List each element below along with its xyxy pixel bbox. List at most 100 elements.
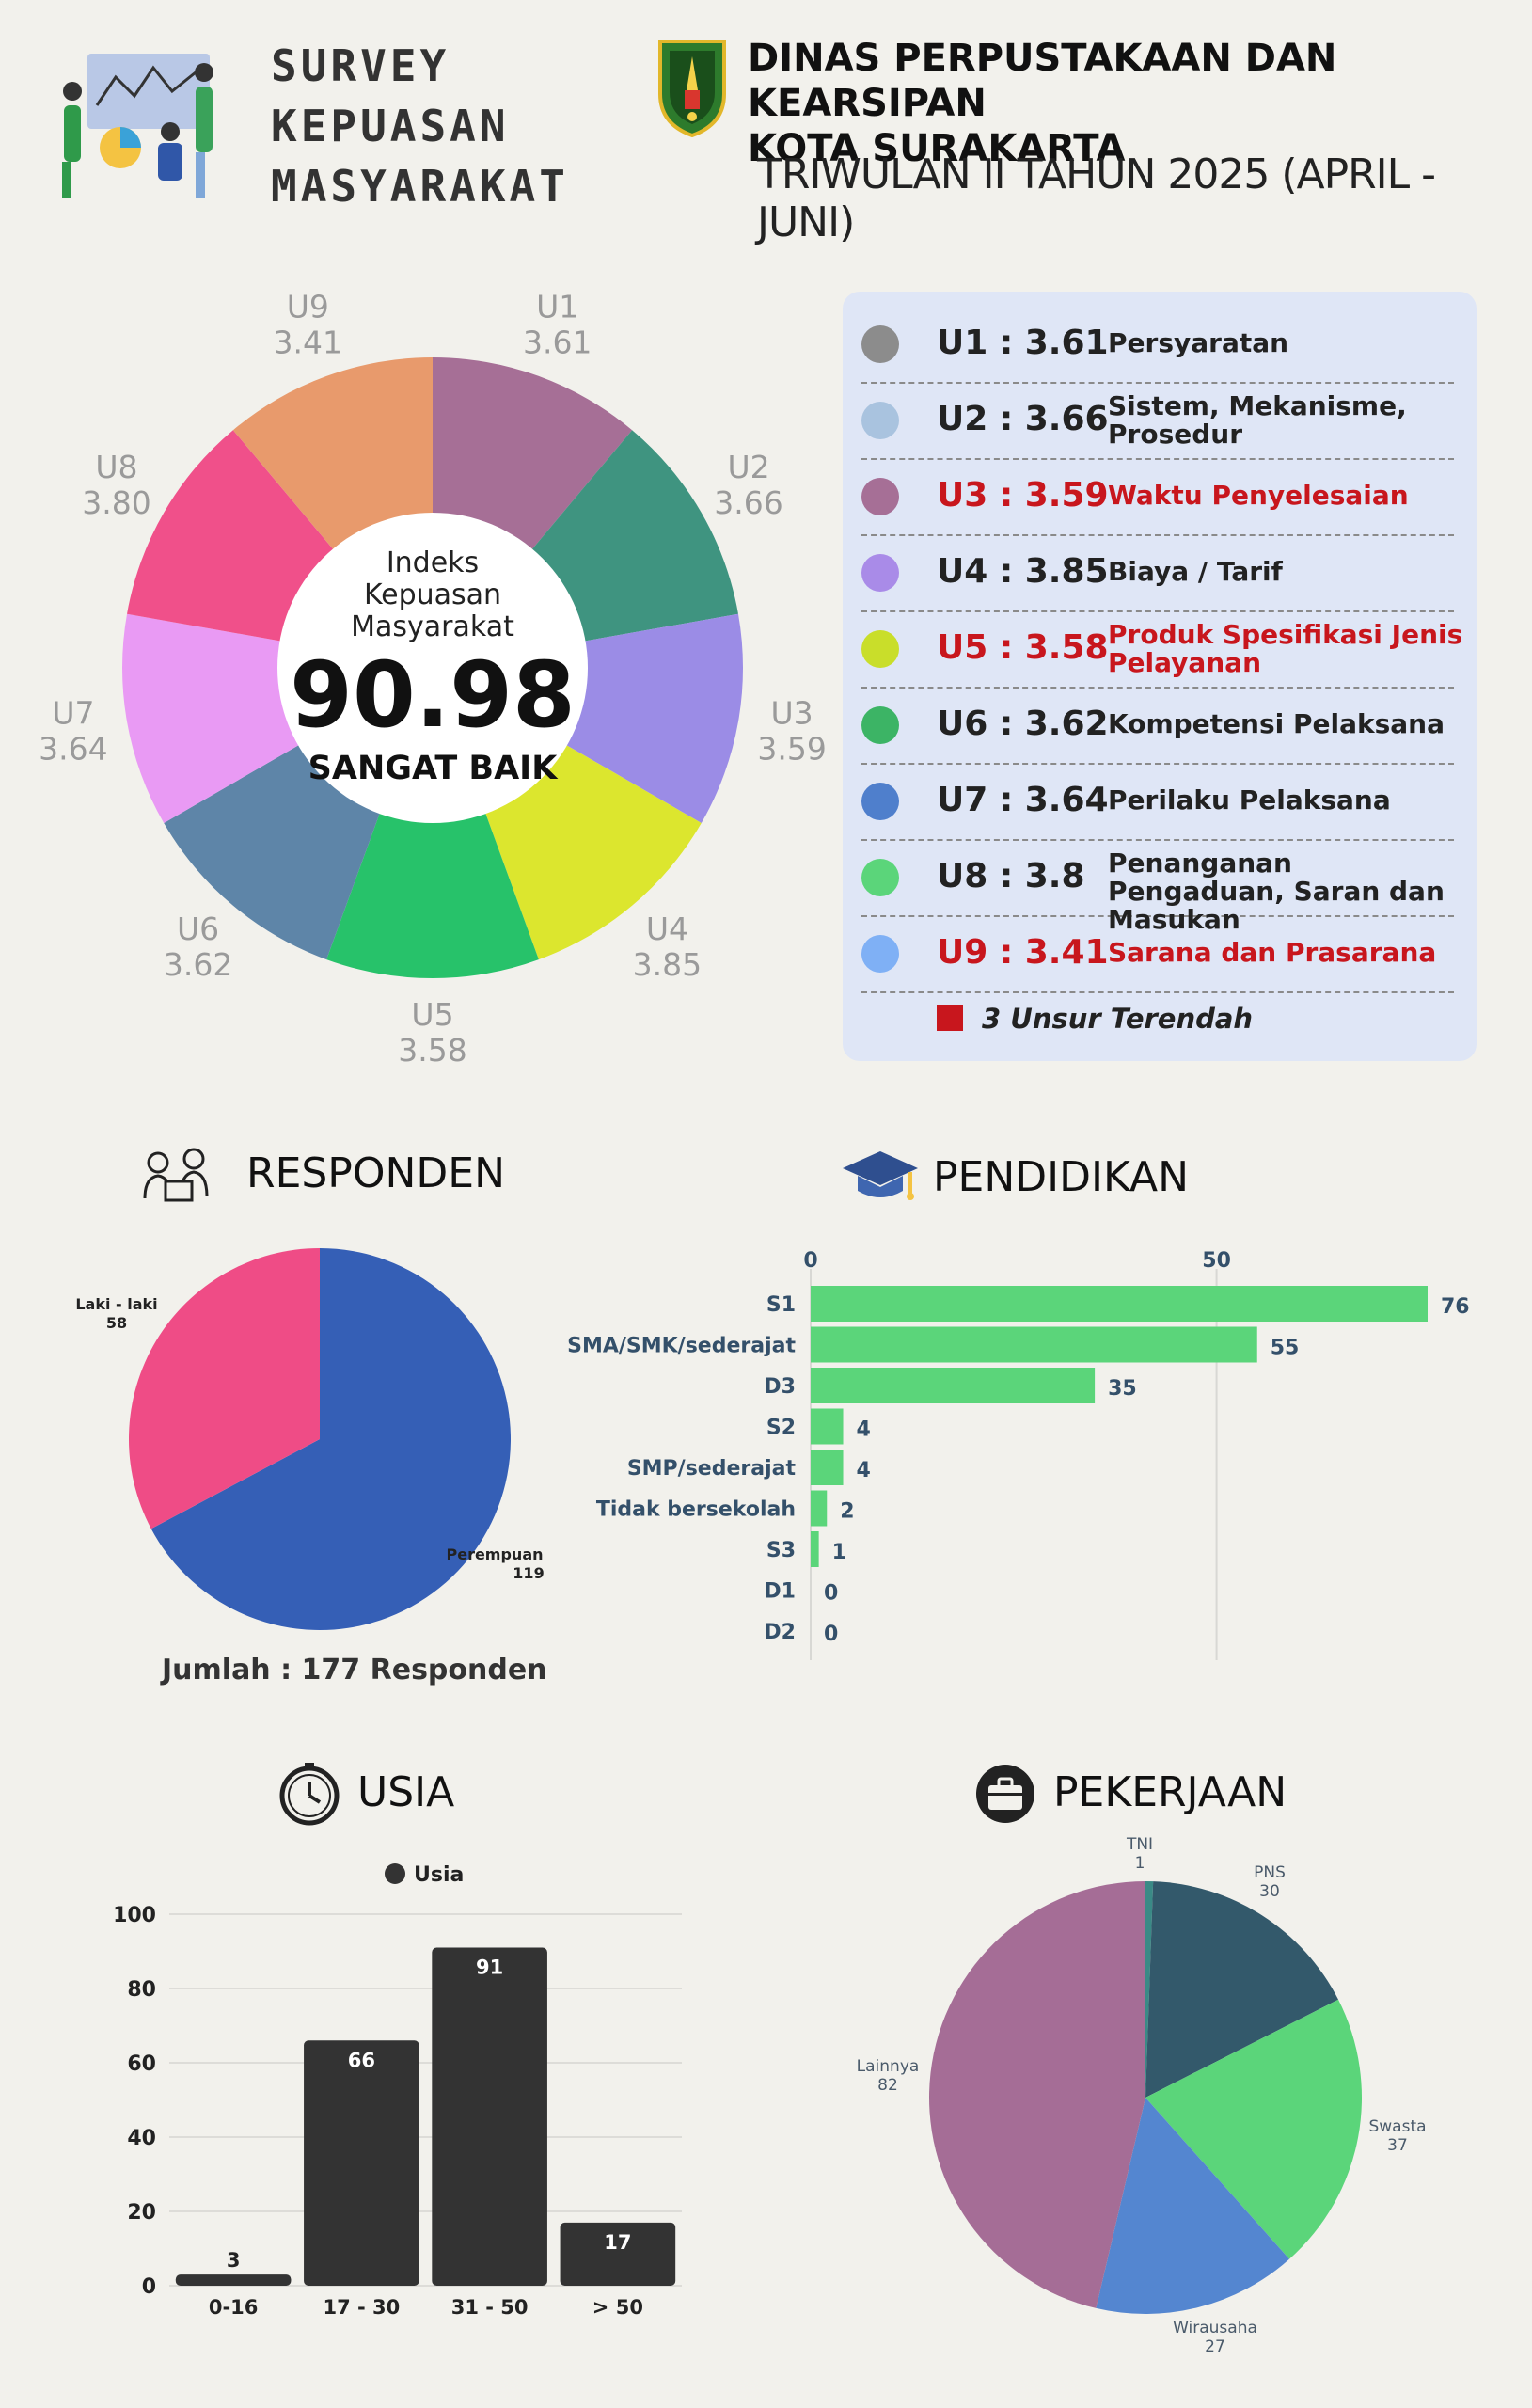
edu-value-label: 4 xyxy=(857,1459,871,1482)
edu-value-label: 35 xyxy=(1108,1377,1137,1401)
pendidikan-title: PENDIDIKAN xyxy=(933,1153,1190,1201)
edu-category-label: S1 xyxy=(766,1293,796,1317)
gender-slice xyxy=(150,1248,511,1630)
edu-value-label: 76 xyxy=(1441,1295,1470,1319)
survey-period: TRIWULAN II TAHUN 2025 (APRIL - JUNI) xyxy=(757,150,1436,246)
title-line-2: KEPUASAN xyxy=(271,101,510,151)
responden-title: RESPONDEN xyxy=(246,1149,505,1197)
age-category-label: 17 - 30 xyxy=(323,2296,400,2319)
age-tick-label: 40 xyxy=(127,2127,156,2150)
donut-label-value: 3.61 xyxy=(523,324,592,360)
edu-category-label: S2 xyxy=(766,1417,796,1440)
edu-value-label: 0 xyxy=(824,1623,838,1646)
age-category-label: > 50 xyxy=(592,2296,643,2319)
age-bar xyxy=(175,2274,292,2286)
legend-row-u6: U6 : 3.62 Kompetensi Pelaksana xyxy=(861,688,1454,765)
survey-illustration xyxy=(62,54,213,198)
age-tick-label: 100 xyxy=(113,1904,156,1927)
title-line-1: SURVEY xyxy=(271,40,450,91)
legend-row-u7: U7 : 3.64 Perilaku Pelaksana xyxy=(861,764,1454,841)
occupation-slice xyxy=(1096,2098,1289,2314)
index-label-line: Masyarakat xyxy=(351,610,514,643)
legend-label: Kompetensi Pelaksana xyxy=(1108,708,1445,739)
legend-value: U3 : 3.59 xyxy=(937,476,1109,515)
legend-color-dot xyxy=(861,630,899,668)
occupation-label-value: 27 xyxy=(1205,2337,1225,2356)
index-label-line: Indeks xyxy=(387,547,479,579)
legend-value: U2 : 3.66 xyxy=(937,400,1109,438)
occupation-label-name: Wirausaha xyxy=(1173,2319,1257,2337)
age-value-label: 91 xyxy=(476,1956,503,1979)
legend-value: U1 : 3.61 xyxy=(937,324,1109,362)
survey-title: SURVEY KEPUASAN MASYARAKAT xyxy=(271,36,569,216)
occupation-label-name: Swasta xyxy=(1368,2117,1426,2136)
donut-label-value: 3.58 xyxy=(398,1032,466,1069)
age-tick-label: 0 xyxy=(142,2275,156,2299)
age-tick-label: 60 xyxy=(127,2052,156,2076)
edu-category-label: Tidak bersekolah xyxy=(596,1498,796,1522)
legend-color-dot xyxy=(861,859,899,896)
legend-row-u5: U5 : 3.58 Produk Spesifikasi Jenis Pelaya… xyxy=(861,611,1462,689)
legend-color-dot xyxy=(861,783,899,820)
donut-label-value: 3.85 xyxy=(633,946,702,983)
age-legend-swatch xyxy=(385,1863,405,1884)
edu-bar xyxy=(811,1368,1096,1403)
edu-value-label: 2 xyxy=(840,1500,854,1524)
occupation-slice xyxy=(1145,1881,1339,2098)
usia-title: USIA xyxy=(357,1768,455,1816)
donut-label-code: U1 xyxy=(536,288,578,325)
legend-label: Waktu Penyelesaian xyxy=(1108,480,1409,511)
legend-row-u8: U8 : 3.8 Penanganan Pengaduan, Saran dan … xyxy=(861,840,1454,934)
occupation-label-value: 37 xyxy=(1387,2136,1408,2155)
lowest-elements-note: 3 Unsur Terendah xyxy=(982,1003,1254,1035)
organization-name: DINAS PERPUSTAKAAN DAN KEARSIPAN KOTA SU… xyxy=(748,36,1532,171)
unsur-legend-panel: U1 : 3.61 Persyaratan U2 : 3.66 Sistem, Mek… xyxy=(843,292,1477,1061)
occupation-slice xyxy=(1145,1881,1154,2098)
legend-label: Sistem, Mekanisme, Prosedur xyxy=(1108,390,1407,450)
edu-category-label: D1 xyxy=(764,1580,796,1604)
occupation-slice xyxy=(929,1881,1145,2308)
edu-category-label: D3 xyxy=(764,1375,796,1399)
org-line-1: DINAS PERPUSTAKAAN DAN KEARSIPAN xyxy=(748,37,1337,125)
gender-label-value: 119 xyxy=(513,1564,544,1582)
gender-slice xyxy=(129,1248,320,1529)
legend-row-u2: U2 : 3.66 Sistem, Mekanisme, Prosedur xyxy=(861,383,1454,460)
occupation-label-name: Lainnya xyxy=(857,2057,920,2076)
donut-label-value: 3.66 xyxy=(714,484,782,521)
lowest-marker-swatch xyxy=(937,1005,963,1031)
respondent-total: Jumlah : 177 Responden xyxy=(162,1654,547,1687)
legend-row-u1: U1 : 3.61 Persyaratan xyxy=(861,307,1454,384)
donut-label-code: U8 xyxy=(95,449,137,485)
legend-color-dot xyxy=(861,325,899,363)
edu-category-label: S3 xyxy=(766,1539,796,1562)
edu-bar xyxy=(811,1490,828,1527)
index-value: 90.98 xyxy=(290,642,576,748)
age-tick-label: 20 xyxy=(127,2201,156,2225)
occupation-slice xyxy=(1145,1999,1362,2259)
gender-label-name: Laki - laki xyxy=(75,1295,157,1313)
legend-color-dot xyxy=(861,935,899,973)
edu-bar xyxy=(811,1450,844,1485)
legend-label: Biaya / Tarif xyxy=(1108,556,1283,587)
occupation-label-value: 82 xyxy=(877,2076,898,2095)
donut-label-code: U6 xyxy=(177,911,219,947)
donut-label-value: 3.62 xyxy=(164,946,232,983)
index-label-line: Kepuasan xyxy=(364,578,501,611)
age-bar xyxy=(304,2040,419,2286)
legend-value: U9 : 3.41 xyxy=(937,933,1109,972)
donut-label-code: U9 xyxy=(287,288,329,325)
gender-label-value: 58 xyxy=(106,1314,127,1332)
legend-color-dot xyxy=(861,554,899,592)
legend-value: U6 : 3.62 xyxy=(937,705,1109,743)
legend-row-u4: U4 : 3.85 Biaya / Tarif xyxy=(861,535,1454,612)
donut-label-code: U4 xyxy=(646,911,688,947)
ikm-donut-chart: U13.61U23.66U33.59U43.85U53.58U63.62U73.… xyxy=(39,288,827,1069)
edu-bar xyxy=(811,1286,1428,1322)
occupation-label-value: 30 xyxy=(1259,1882,1280,1901)
edu-value-label: 55 xyxy=(1271,1337,1300,1360)
stopwatch-icon xyxy=(279,1763,340,1826)
edu-value-label: 4 xyxy=(857,1418,871,1442)
briefcase-icon xyxy=(976,1765,1034,1823)
age-category-label: 0-16 xyxy=(209,2296,259,2319)
edu-category-label: SMA/SMK/sederajat xyxy=(567,1335,796,1358)
